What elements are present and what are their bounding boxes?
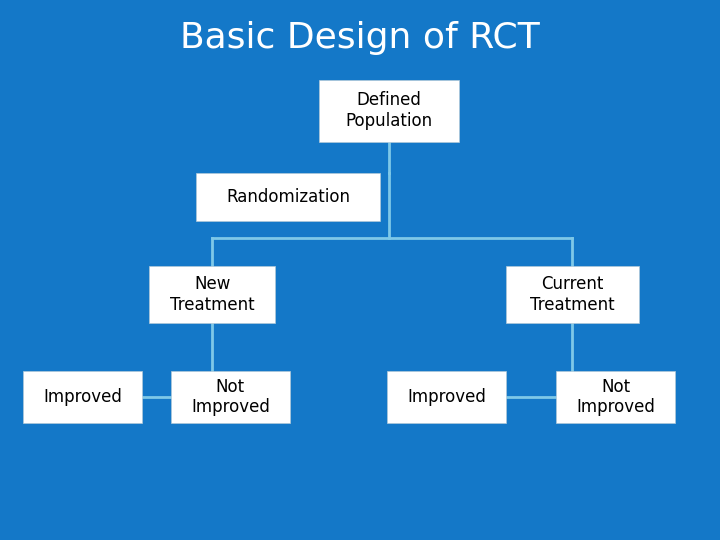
Text: Current
Treatment: Current Treatment	[530, 275, 615, 314]
FancyBboxPatch shape	[387, 372, 505, 422]
Text: New
Treatment: New Treatment	[170, 275, 255, 314]
FancyBboxPatch shape	[196, 173, 380, 221]
Text: Improved: Improved	[43, 388, 122, 406]
FancyBboxPatch shape	[319, 79, 459, 141]
FancyBboxPatch shape	[23, 372, 143, 422]
FancyBboxPatch shape	[505, 266, 639, 322]
FancyBboxPatch shape	[150, 266, 275, 322]
Text: Randomization: Randomization	[226, 188, 350, 206]
FancyBboxPatch shape	[171, 372, 289, 422]
Text: Defined
Population: Defined Population	[345, 91, 433, 130]
Text: Basic Design of RCT: Basic Design of RCT	[180, 21, 540, 55]
Text: Improved: Improved	[407, 388, 486, 406]
Text: Not
Improved: Not Improved	[576, 377, 655, 416]
FancyBboxPatch shape	[556, 372, 675, 422]
Text: Not
Improved: Not Improved	[191, 377, 270, 416]
